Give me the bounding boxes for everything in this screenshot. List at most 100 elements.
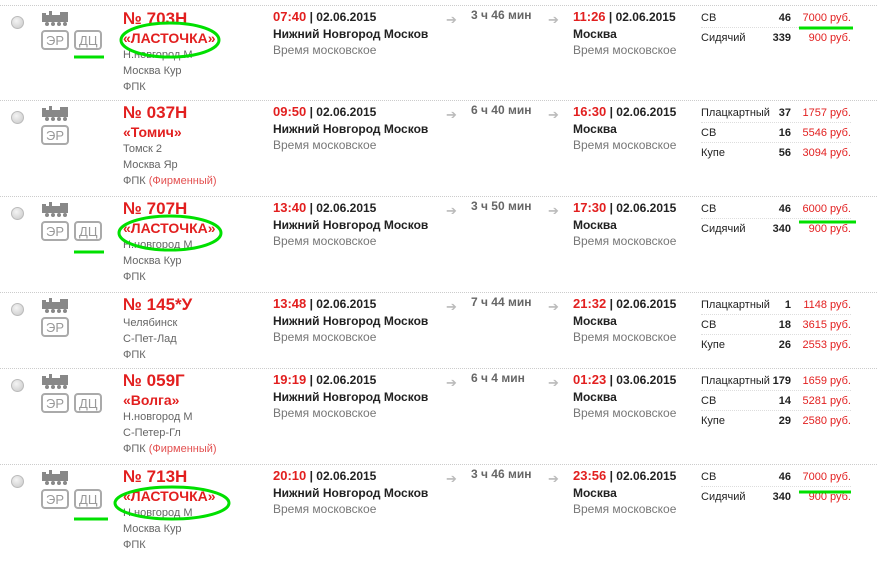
seat-price[interactable]: 5546 руб. — [802, 127, 851, 139]
seat-price[interactable]: 7000 руб. — [802, 471, 851, 483]
radio-icon[interactable] — [11, 207, 24, 220]
seat-classes: СВ 46 6000 руб. Сидячий 340 900 руб. — [701, 199, 851, 239]
seat-class-row[interactable]: Сидячий 340 900 руб. — [701, 487, 851, 507]
seat-class-row[interactable]: Плацкартный 179 1659 руб. — [701, 371, 851, 391]
radio-icon[interactable] — [11, 16, 24, 29]
badge-er: ЭР — [41, 125, 70, 145]
radio-icon[interactable] — [11, 111, 24, 124]
seat-count: 46 — [778, 203, 791, 215]
departure-station: Нижний Новгород Москов — [273, 390, 429, 404]
seat-type: Купе — [701, 415, 725, 427]
train-row: ЭР ДЦ № 703Н «ЛАСТОЧКА» Н.новгород М Моск… — [0, 5, 877, 100]
seat-price[interactable]: 1148 руб. — [803, 299, 851, 311]
seat-count: 18 — [778, 319, 791, 331]
route-to: Москва Кур — [123, 65, 182, 77]
duration: 3 ч 46 мин — [471, 467, 532, 481]
arrival-time: 16:30 — [573, 104, 607, 119]
seat-class-row[interactable]: Сидячий 339 900 руб. — [701, 28, 851, 48]
seat-price[interactable]: 5281 руб. — [802, 395, 851, 407]
seat-price[interactable]: 900 руб. — [808, 223, 851, 235]
seat-type: СВ — [701, 127, 717, 139]
departure: 09:50 | 02.06.2015 Нижний Новгород Моско… — [273, 103, 428, 153]
seat-price[interactable]: 900 руб. — [808, 32, 851, 44]
seat-class-row[interactable]: СВ 16 5546 руб. — [701, 123, 851, 143]
arrow-right-icon: ➔ — [548, 12, 559, 27]
train-number[interactable]: № 145*У — [123, 295, 193, 314]
badge-dc: ДЦ — [74, 489, 103, 509]
seat-type: СВ — [701, 395, 717, 407]
seat-class-row[interactable]: СВ 14 5281 руб. — [701, 391, 851, 411]
train-number[interactable]: № 713Н — [123, 467, 188, 486]
seat-price[interactable]: 1757 руб. — [802, 107, 851, 119]
carrier: ФПК — [123, 271, 146, 283]
seat-price[interactable]: 2580 руб. — [802, 415, 851, 427]
seat-class-row[interactable]: Сидячий 340 900 руб. — [701, 219, 851, 239]
seat-class-row[interactable]: Плацкартный 37 1757 руб. — [701, 103, 851, 123]
radio-icon[interactable] — [11, 379, 24, 392]
seat-class-row[interactable]: СВ 46 6000 руб. — [701, 199, 851, 219]
badges: ЭР — [41, 317, 70, 337]
arrival-station: Москва — [573, 218, 617, 232]
seat-classes: Плацкартный 37 1757 руб. СВ 16 5546 руб. Купе 5… — [701, 103, 851, 163]
departure: 13:48 | 02.06.2015 Нижний Новгород Моско… — [273, 295, 428, 345]
train-number[interactable]: № 703Н — [123, 9, 188, 28]
arrival-date: | 02.06.2015 — [609, 201, 677, 215]
departure-timezone: Время московское — [273, 234, 377, 248]
locomotive-icon — [42, 469, 68, 485]
route-from: Н.новгород М — [123, 49, 193, 61]
seat-price[interactable]: 3094 руб. — [802, 147, 851, 159]
seat-price[interactable]: 900 руб. — [808, 491, 851, 503]
train-info: № 145*У Челябинск С-Пет-Лад ФПК — [123, 295, 192, 363]
seat-class-row[interactable]: Купе 29 2580 руб. — [701, 411, 851, 431]
branded-label: (Фирменный) — [148, 175, 217, 187]
radio-icon[interactable] — [11, 303, 24, 316]
train-name: «ЛАСТОЧКА» — [123, 488, 216, 504]
seat-price[interactable]: 1659 руб. — [802, 375, 851, 387]
departure-time: 13:48 — [273, 296, 307, 311]
arrival: 11:26 | 02.06.2015 Москва Время московск… — [573, 8, 676, 58]
seat-classes: Плацкартный 179 1659 руб. СВ 14 5281 руб. Купе… — [701, 371, 851, 431]
seat-count: 46 — [778, 12, 791, 24]
departure-time: 13:40 — [273, 200, 307, 215]
seat-count: 37 — [778, 107, 791, 119]
seat-price[interactable]: 6000 руб. — [802, 203, 851, 215]
badge-dc: ДЦ — [74, 30, 103, 50]
badge-er: ЭР — [41, 489, 70, 509]
badge-er: ЭР — [41, 221, 70, 241]
seat-class-row[interactable]: СВ 46 7000 руб. — [701, 467, 851, 487]
seat-count: 26 — [778, 339, 791, 351]
arrow-right-icon: ➔ — [446, 107, 457, 122]
duration: 6 ч 40 мин — [471, 103, 532, 117]
arrival-date: | 03.06.2015 — [609, 373, 677, 387]
seat-price[interactable]: 7000 руб. — [802, 12, 851, 24]
seat-count: 339 — [772, 32, 791, 44]
seat-price[interactable]: 3615 руб. — [802, 319, 851, 331]
seat-class-row[interactable]: Купе 26 2553 руб. — [701, 335, 851, 355]
departure: 13:40 | 02.06.2015 Нижний Новгород Моско… — [273, 199, 428, 249]
train-number[interactable]: № 059Г — [123, 371, 185, 390]
seat-type: Плацкартный — [701, 375, 770, 387]
arrival-station: Москва — [573, 390, 617, 404]
badge-er: ЭР — [41, 30, 70, 50]
seat-type: Купе — [701, 339, 725, 351]
badge-er: ЭР — [41, 393, 70, 413]
badge-dc: ДЦ — [74, 393, 103, 413]
seat-class-row[interactable]: Плацкартный 1 1148 руб. — [701, 295, 851, 315]
train-number[interactable]: № 707Н — [123, 199, 188, 218]
route-to: Москва Кур — [123, 255, 182, 267]
seat-class-row[interactable]: СВ 46 7000 руб. — [701, 8, 851, 28]
arrow-right-icon: ➔ — [548, 107, 559, 122]
seat-class-row[interactable]: СВ 18 3615 руб. — [701, 315, 851, 335]
seat-type: Сидячий — [701, 32, 746, 44]
train-info: № 059Г «Волга» Н.новгород М С-Петер-Гл Ф… — [123, 371, 217, 457]
route-to: С-Петер-Гл — [123, 427, 181, 439]
seat-price[interactable]: 2553 руб. — [802, 339, 851, 351]
arrival-time: 23:56 — [573, 468, 607, 483]
seat-class-row[interactable]: Купе 56 3094 руб. — [701, 143, 851, 163]
arrival-timezone: Время московское — [573, 406, 677, 420]
departure-timezone: Время московское — [273, 406, 377, 420]
radio-icon[interactable] — [11, 475, 24, 488]
seat-type: СВ — [701, 203, 717, 215]
train-number[interactable]: № 037Н — [123, 103, 188, 122]
arrow-right-icon: ➔ — [446, 299, 457, 314]
